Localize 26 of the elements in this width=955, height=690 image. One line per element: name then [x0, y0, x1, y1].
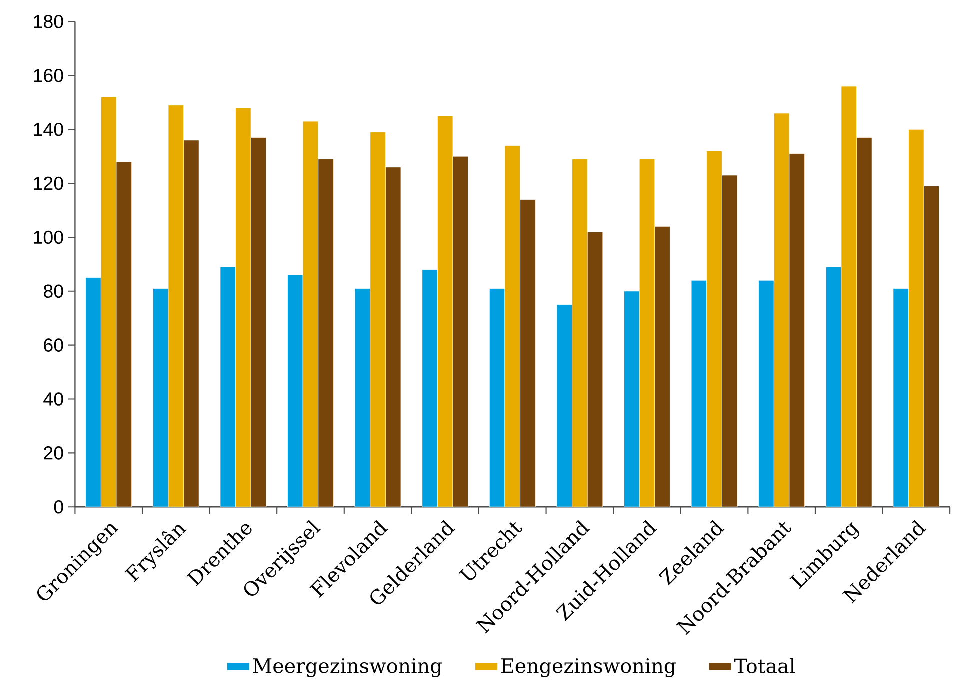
bar: [893, 288, 909, 508]
bar: [152, 288, 169, 508]
y-tick-label: 160: [34, 69, 64, 82]
legend-label: Eengezinswoning: [502, 658, 676, 678]
y-tick-label: 100: [34, 230, 64, 244]
bar: [422, 270, 438, 508]
bar: [691, 280, 708, 508]
bar: [288, 275, 304, 508]
y-tick-label: 180: [34, 15, 64, 28]
bar: [556, 304, 572, 508]
bar: [220, 266, 236, 508]
y-tick-label: 140: [34, 122, 64, 136]
legend-label: Totaal: [734, 658, 796, 674]
bar: [489, 288, 506, 508]
bar: [86, 278, 102, 508]
bar: [758, 280, 774, 508]
bar: [624, 291, 640, 508]
y-tick-label: 20: [44, 446, 64, 460]
y-tick-label: 80: [44, 284, 64, 298]
y-tick-label: 60: [44, 338, 64, 352]
legend-label: Meergezinswoning: [253, 658, 442, 678]
y-tick-label: 120: [34, 176, 64, 190]
bar: [826, 266, 842, 508]
y-tick-label: 0: [54, 500, 64, 514]
bar: [354, 288, 371, 508]
y-tick-label: 40: [44, 392, 64, 406]
